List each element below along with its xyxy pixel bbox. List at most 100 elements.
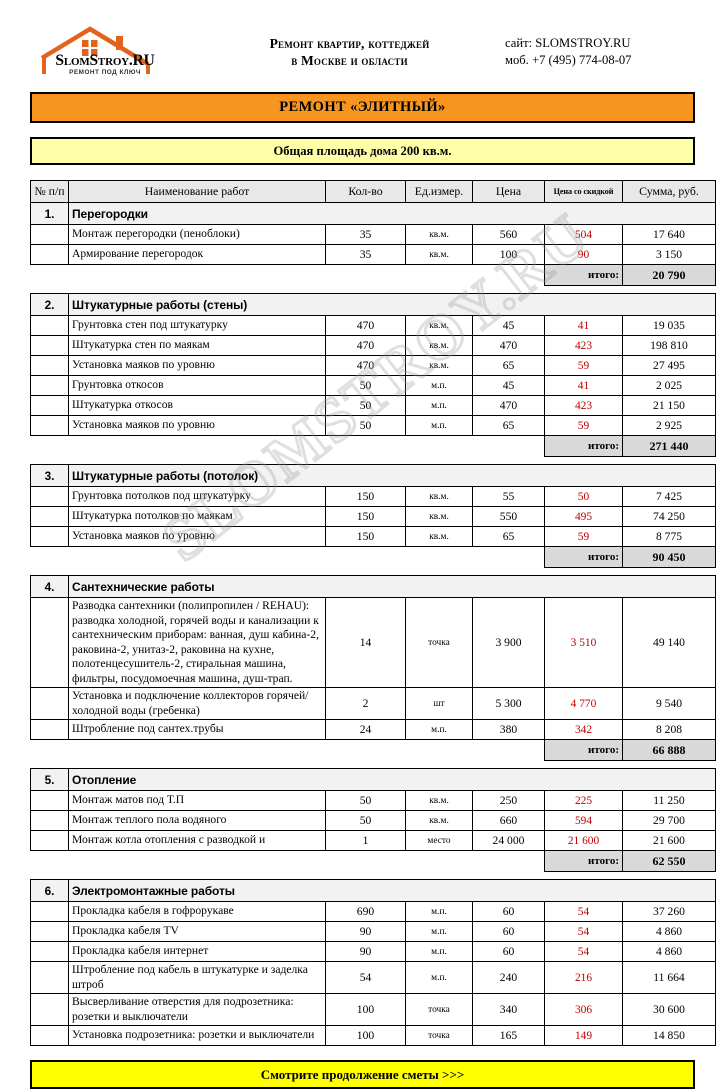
row-sum: 74 250 [622,506,716,527]
row-unit: кв.м. [405,790,473,811]
row-discount-price: 41 [544,375,623,396]
row-number-cell [30,335,69,356]
section-total-row: итого: 20 790 [30,264,716,286]
row-discount-price: 54 [544,941,623,962]
row-work-name: Штробление под кабель в штукатурке и зад… [68,961,326,994]
row-number-cell [30,506,69,527]
row-number-cell [30,901,69,922]
company-logo[interactable]: SlomStroy.RU РЕМОНТ ПОД КЛЮЧ [30,24,190,80]
row-discount-price: 306 [544,993,623,1026]
row-quantity: 470 [325,355,406,376]
row-number-cell [30,790,69,811]
row-discount-price: 3 510 [544,597,623,688]
page-header: SlomStroy.RU РЕМОНТ ПОД КЛЮЧ Ремонт квар… [30,0,695,82]
table-row: Штукатурка потолков по маякам 150 кв.м. 550… [30,506,716,527]
row-work-name: Штукатурка стен по маякам [68,335,326,356]
row-number-cell [30,315,69,336]
row-number-cell [30,961,69,994]
row-price: 60 [472,921,545,942]
logo-brand-second: Stroy.RU [89,52,155,69]
table-body: 1. Перегородки Монтаж перегородки (пенобло… [30,202,716,1046]
row-sum: 4 860 [622,921,716,942]
row-discount-price: 21 600 [544,830,623,851]
row-price: 340 [472,993,545,1026]
row-discount-price: 59 [544,415,623,436]
row-quantity: 54 [325,961,406,994]
estimate-table: № п/п Наименование работ Кол-во Ед.измер… [30,180,716,1046]
total-value: 66 888 [622,739,716,761]
row-sum: 29 700 [622,810,716,831]
row-quantity: 470 [325,315,406,336]
section-header-row: 4. Сантехнические работы [30,575,716,598]
section-number: 4. [30,575,69,598]
row-quantity: 90 [325,941,406,962]
total-label: итого: [544,264,623,286]
section-title: Сантехнические работы [68,575,716,598]
row-sum: 21 150 [622,395,716,416]
row-number-cell [30,921,69,942]
row-work-name: Прокладка кабеля в гофрорукаве [68,901,326,922]
table-row: Установка и подключение коллекторов горя… [30,687,716,720]
row-number-cell [30,810,69,831]
row-sum: 2 025 [622,375,716,396]
row-unit: место [405,830,473,851]
row-price: 380 [472,719,545,740]
row-discount-price: 216 [544,961,623,994]
row-price: 5 300 [472,687,545,720]
row-work-name: Высверливание отверстия для подрозетника… [68,993,326,1026]
row-work-name: Монтаж теплого пола водяного [68,810,326,831]
row-work-name: Установка маяков по уровню [68,355,326,376]
row-price: 45 [472,375,545,396]
total-spacer [30,546,545,568]
total-spacer [30,739,545,761]
table-row: Штукатурка откосов 50 м.п. 470 423 21 150 [30,395,716,416]
row-discount-price: 4 770 [544,687,623,720]
section-total-row: итого: 271 440 [30,435,716,457]
row-sum: 4 860 [622,941,716,962]
row-sum: 2 925 [622,415,716,436]
total-area-banner: Общая площадь дома 200 кв.м. [30,137,695,165]
continuation-banner[interactable]: Смотрите продолжение сметы >>> [30,1060,695,1089]
row-unit: кв.м. [405,244,473,265]
row-quantity: 50 [325,395,406,416]
row-unit: м.п. [405,901,473,922]
section-header-row: 1. Перегородки [30,202,716,225]
row-quantity: 24 [325,719,406,740]
row-work-name: Монтаж котла отопления с разводкой и [68,830,326,851]
table-row: Прокладка кабеля TV 90 м.п. 60 54 4 860 [30,921,716,942]
section-number: 1. [30,202,69,225]
row-number-cell [30,993,69,1026]
row-quantity: 2 [325,687,406,720]
row-work-name: Армирование перегородок [68,244,326,265]
row-spacer [30,567,716,576]
row-discount-price: 59 [544,526,623,547]
row-quantity: 50 [325,810,406,831]
row-unit: кв.м. [405,526,473,547]
row-price: 470 [472,335,545,356]
section-total-row: итого: 90 450 [30,546,716,568]
row-unit: точка [405,597,473,688]
row-sum: 198 810 [622,335,716,356]
row-number-cell [30,1025,69,1046]
row-discount-price: 504 [544,224,623,245]
estimate-page: SlomStroy.RU РЕМОНТ ПОД КЛЮЧ Ремонт квар… [30,0,716,1089]
phone-label[interactable]: моб. +7 (495) 774-08-07 [505,53,632,67]
repair-type-banner: РЕМОНТ «ЭЛИТНЫЙ» [30,92,695,123]
website-label[interactable]: сайт: SLOMSTROY.RU [505,36,631,50]
table-row: Высверливание отверстия для подрозетника… [30,993,716,1026]
table-row: Установка маяков по уровню 470 кв.м. 65 59 27… [30,355,716,376]
table-row: Установка маяков по уровню 150 кв.м. 65 59 8 … [30,526,716,547]
table-row: Грунтовка потолков под штукатурку 150 кв.м… [30,486,716,507]
row-sum: 30 600 [622,993,716,1026]
row-discount-price: 495 [544,506,623,527]
row-price: 65 [472,415,545,436]
row-price: 60 [472,941,545,962]
row-price: 24 000 [472,830,545,851]
row-discount-price: 149 [544,1025,623,1046]
row-discount-price: 594 [544,810,623,831]
section-header-row: 6. Электромонтажные работы [30,879,716,902]
row-spacer-cell [30,456,716,465]
row-work-name: Прокладка кабеля TV [68,921,326,942]
row-quantity: 470 [325,335,406,356]
row-number-cell [30,375,69,396]
